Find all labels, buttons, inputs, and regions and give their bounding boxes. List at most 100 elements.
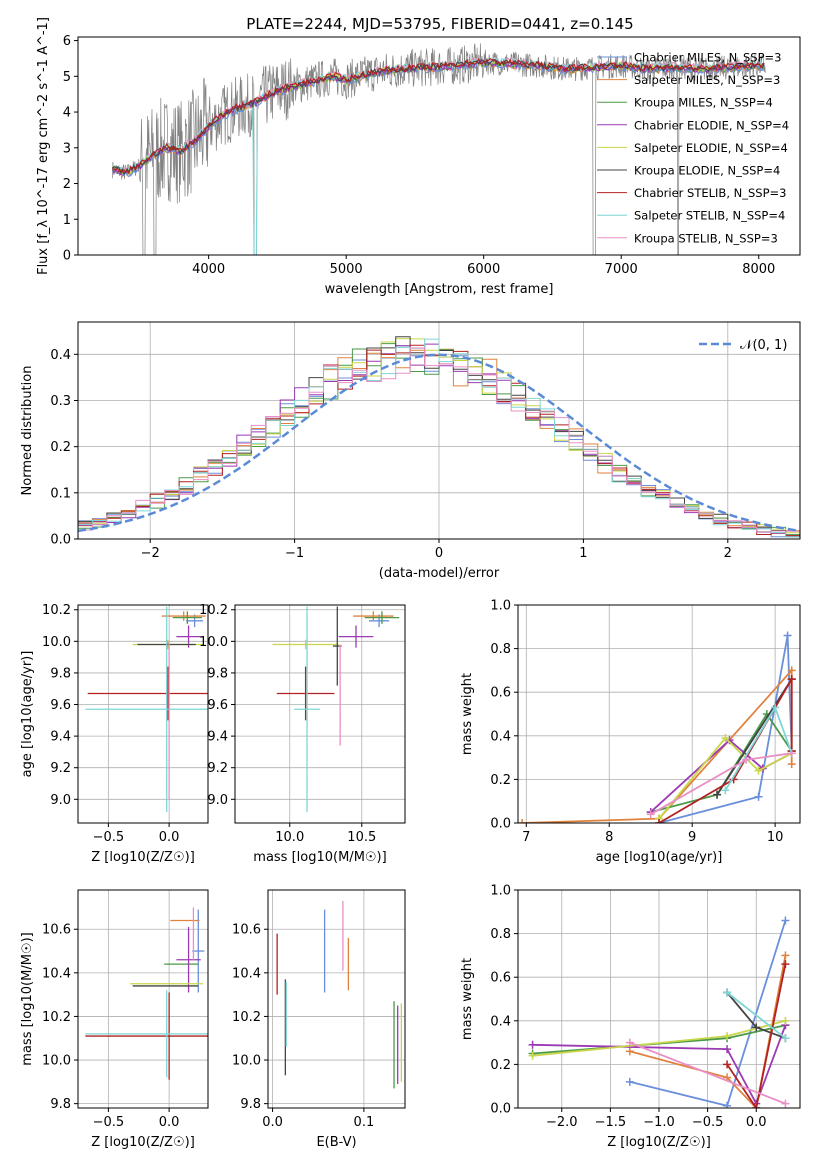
mass-weight-marker xyxy=(783,631,792,640)
mass-weight-marker xyxy=(787,749,796,758)
figure-title: PLATE=2244, MJD=53795, FIBERID=0441, z=0… xyxy=(246,15,633,33)
axes-frame xyxy=(77,321,801,540)
mass-weight-marker xyxy=(781,1099,790,1108)
x-tick-label: 9 xyxy=(688,830,696,845)
y-tick-label: 9.6 xyxy=(207,698,228,713)
mass-weight-marker xyxy=(721,786,730,795)
y-axis-label: Flux [f_λ 10^-17 erg cm^-2 s^-1 A^-1] xyxy=(36,17,51,275)
data-point xyxy=(294,606,320,812)
mass-weight-marker xyxy=(723,1032,732,1041)
y-tick-label: 9.2 xyxy=(50,761,71,776)
y-tick-label: 9.8 xyxy=(207,666,228,681)
y-tick-label: 9.8 xyxy=(50,1097,71,1112)
y-tick-label: 10.6 xyxy=(232,923,261,938)
y-tick-label: 10.2 xyxy=(42,1010,71,1025)
x-tick-label: −0.5 xyxy=(93,830,125,845)
plot-area-mass-weight-vs-metallicity xyxy=(518,890,800,1108)
data-point xyxy=(364,611,400,624)
x-axis-label: Z [log10(Z/Z☉)] xyxy=(91,1135,195,1150)
data-point xyxy=(85,992,208,1080)
y-tick-label: 0.6 xyxy=(490,971,511,986)
model-spectrum-line xyxy=(112,57,765,175)
axes-frame xyxy=(517,604,801,824)
y-tick-label: 0.0 xyxy=(50,533,71,548)
y-tick-label: 0.8 xyxy=(490,642,511,657)
axes-age-vs-mass: 10.0 10.5 9.0 9.2 9.4 9.6 9.8 10.0 10.2 mass [log… xyxy=(199,603,406,865)
y-tick-label: 0.0 xyxy=(490,817,511,832)
x-tick-label: 0.1 xyxy=(354,1115,375,1130)
mass-weight-series-line xyxy=(726,963,787,1108)
mass-weight-series-line xyxy=(658,675,793,823)
mass-weight-marker xyxy=(713,790,722,799)
x-tick-label: −1.0 xyxy=(643,1115,675,1130)
y-tick-label: 0.3 xyxy=(50,394,71,409)
x-axis-label: Z [log10(Z/Z☉)] xyxy=(91,850,195,865)
x-tick-label: 0.0 xyxy=(262,1115,283,1130)
data-point xyxy=(172,611,202,624)
y-tick-label: 9.6 xyxy=(50,698,71,713)
x-axis-label: mass [log10(M/M☉)] xyxy=(253,850,386,865)
y-tick-label: 0.8 xyxy=(490,927,511,942)
legend-entry: Chabrier STELIB, N_SSP=3 xyxy=(634,186,786,200)
mass-weight-marker xyxy=(625,1038,634,1047)
y-tick-label: 10.2 xyxy=(232,1010,261,1025)
mass-weight-marker xyxy=(787,675,796,684)
y-tick-label: 5 xyxy=(63,70,71,85)
data-point xyxy=(176,927,201,993)
x-tick-label: 7 xyxy=(522,830,530,845)
axes-mass-weight-vs-age: 7 8 9 10 0.0 0.2 0.4 0.6 0.8 1.0 age [log10(age/yr… xyxy=(460,599,801,865)
x-tick-label: 10 xyxy=(767,830,784,845)
y-tick-label: 3 xyxy=(63,141,71,156)
mass-weight-marker xyxy=(752,1104,761,1108)
data-point xyxy=(192,909,205,993)
x-tick-label: 8000 xyxy=(742,262,775,277)
mass-weight-marker xyxy=(723,988,732,997)
x-tick-label: −2.0 xyxy=(546,1115,578,1130)
data-point xyxy=(338,625,374,648)
legend-entry: Chabrier ELODIE, N_SSP=4 xyxy=(634,118,789,132)
data-point xyxy=(85,990,208,1078)
y-axis-label: mass [log10(M/M☉)] xyxy=(20,932,35,1065)
mass-weight-series-line xyxy=(532,1024,787,1106)
mass-weight-series-line xyxy=(658,635,793,823)
plot-area-mass-weight-vs-age xyxy=(518,605,800,823)
x-tick-label: 5000 xyxy=(330,262,363,277)
axes-spectrum: 4000 5000 6000 7000 8000 0 1 2 3 4 5 6 wavelength [A… xyxy=(36,17,801,297)
x-axis-label: E(B-V) xyxy=(316,1135,356,1150)
y-tick-label: 1.0 xyxy=(490,599,511,614)
axes-frame xyxy=(517,889,801,1109)
y-axis-label: age [log10(age/yr)] xyxy=(20,651,35,778)
y-tick-label: 1 xyxy=(63,213,71,228)
y-tick-label: 0.2 xyxy=(490,773,511,788)
mass-weight-marker xyxy=(754,792,763,801)
data-point xyxy=(85,606,208,812)
plot-area-age-vs-metallicity xyxy=(78,605,208,823)
axes-mass-weight-vs-metallicity: −2.0 −1.5 −1.0 −0.5 0.0 0.0 0.2 0.4 0.6 0.8 1.0 Z [… xyxy=(460,884,801,1150)
mass-weight-marker xyxy=(771,703,780,712)
mass-weight-marker xyxy=(781,1016,790,1025)
x-tick-label: 7000 xyxy=(605,262,638,277)
mass-weight-marker xyxy=(655,819,663,823)
x-axis-label: wavelength [Angstrom, rest frame] xyxy=(325,282,554,297)
histogram-step-line xyxy=(78,338,800,538)
legend-entry: Kroupa MILES, N_SSP=4 xyxy=(634,96,773,110)
y-tick-label: 10.4 xyxy=(42,966,71,981)
mass-weight-series-line xyxy=(658,736,793,820)
axes-age-vs-metallicity: −0.5 0.0 9.0 9.2 9.4 9.6 9.8 10.0 10.2 Z [log10(Z… xyxy=(20,603,209,865)
y-tick-label: 0.0 xyxy=(490,1102,511,1117)
mass-weight-marker xyxy=(752,1023,761,1032)
x-tick-label: 0.0 xyxy=(159,830,180,845)
mass-weight-marker xyxy=(742,755,751,764)
observed-spectrum-line xyxy=(112,43,766,255)
mass-weight-series-line xyxy=(726,991,786,1039)
legend-entry: Salpeter ELODIE, N_SSP=4 xyxy=(634,141,788,155)
data-point xyxy=(272,639,339,650)
mass-weight-marker xyxy=(787,666,796,675)
axes-frame xyxy=(77,604,209,824)
y-tick-label: 9.4 xyxy=(50,730,71,745)
y-tick-label: 0.4 xyxy=(490,1014,511,1029)
y-tick-label: 9.0 xyxy=(207,793,228,808)
mass-weight-marker xyxy=(723,1101,732,1108)
legend: Chabrier MILES, N_SSP=3 Salpeter MILES, N… xyxy=(597,51,789,245)
